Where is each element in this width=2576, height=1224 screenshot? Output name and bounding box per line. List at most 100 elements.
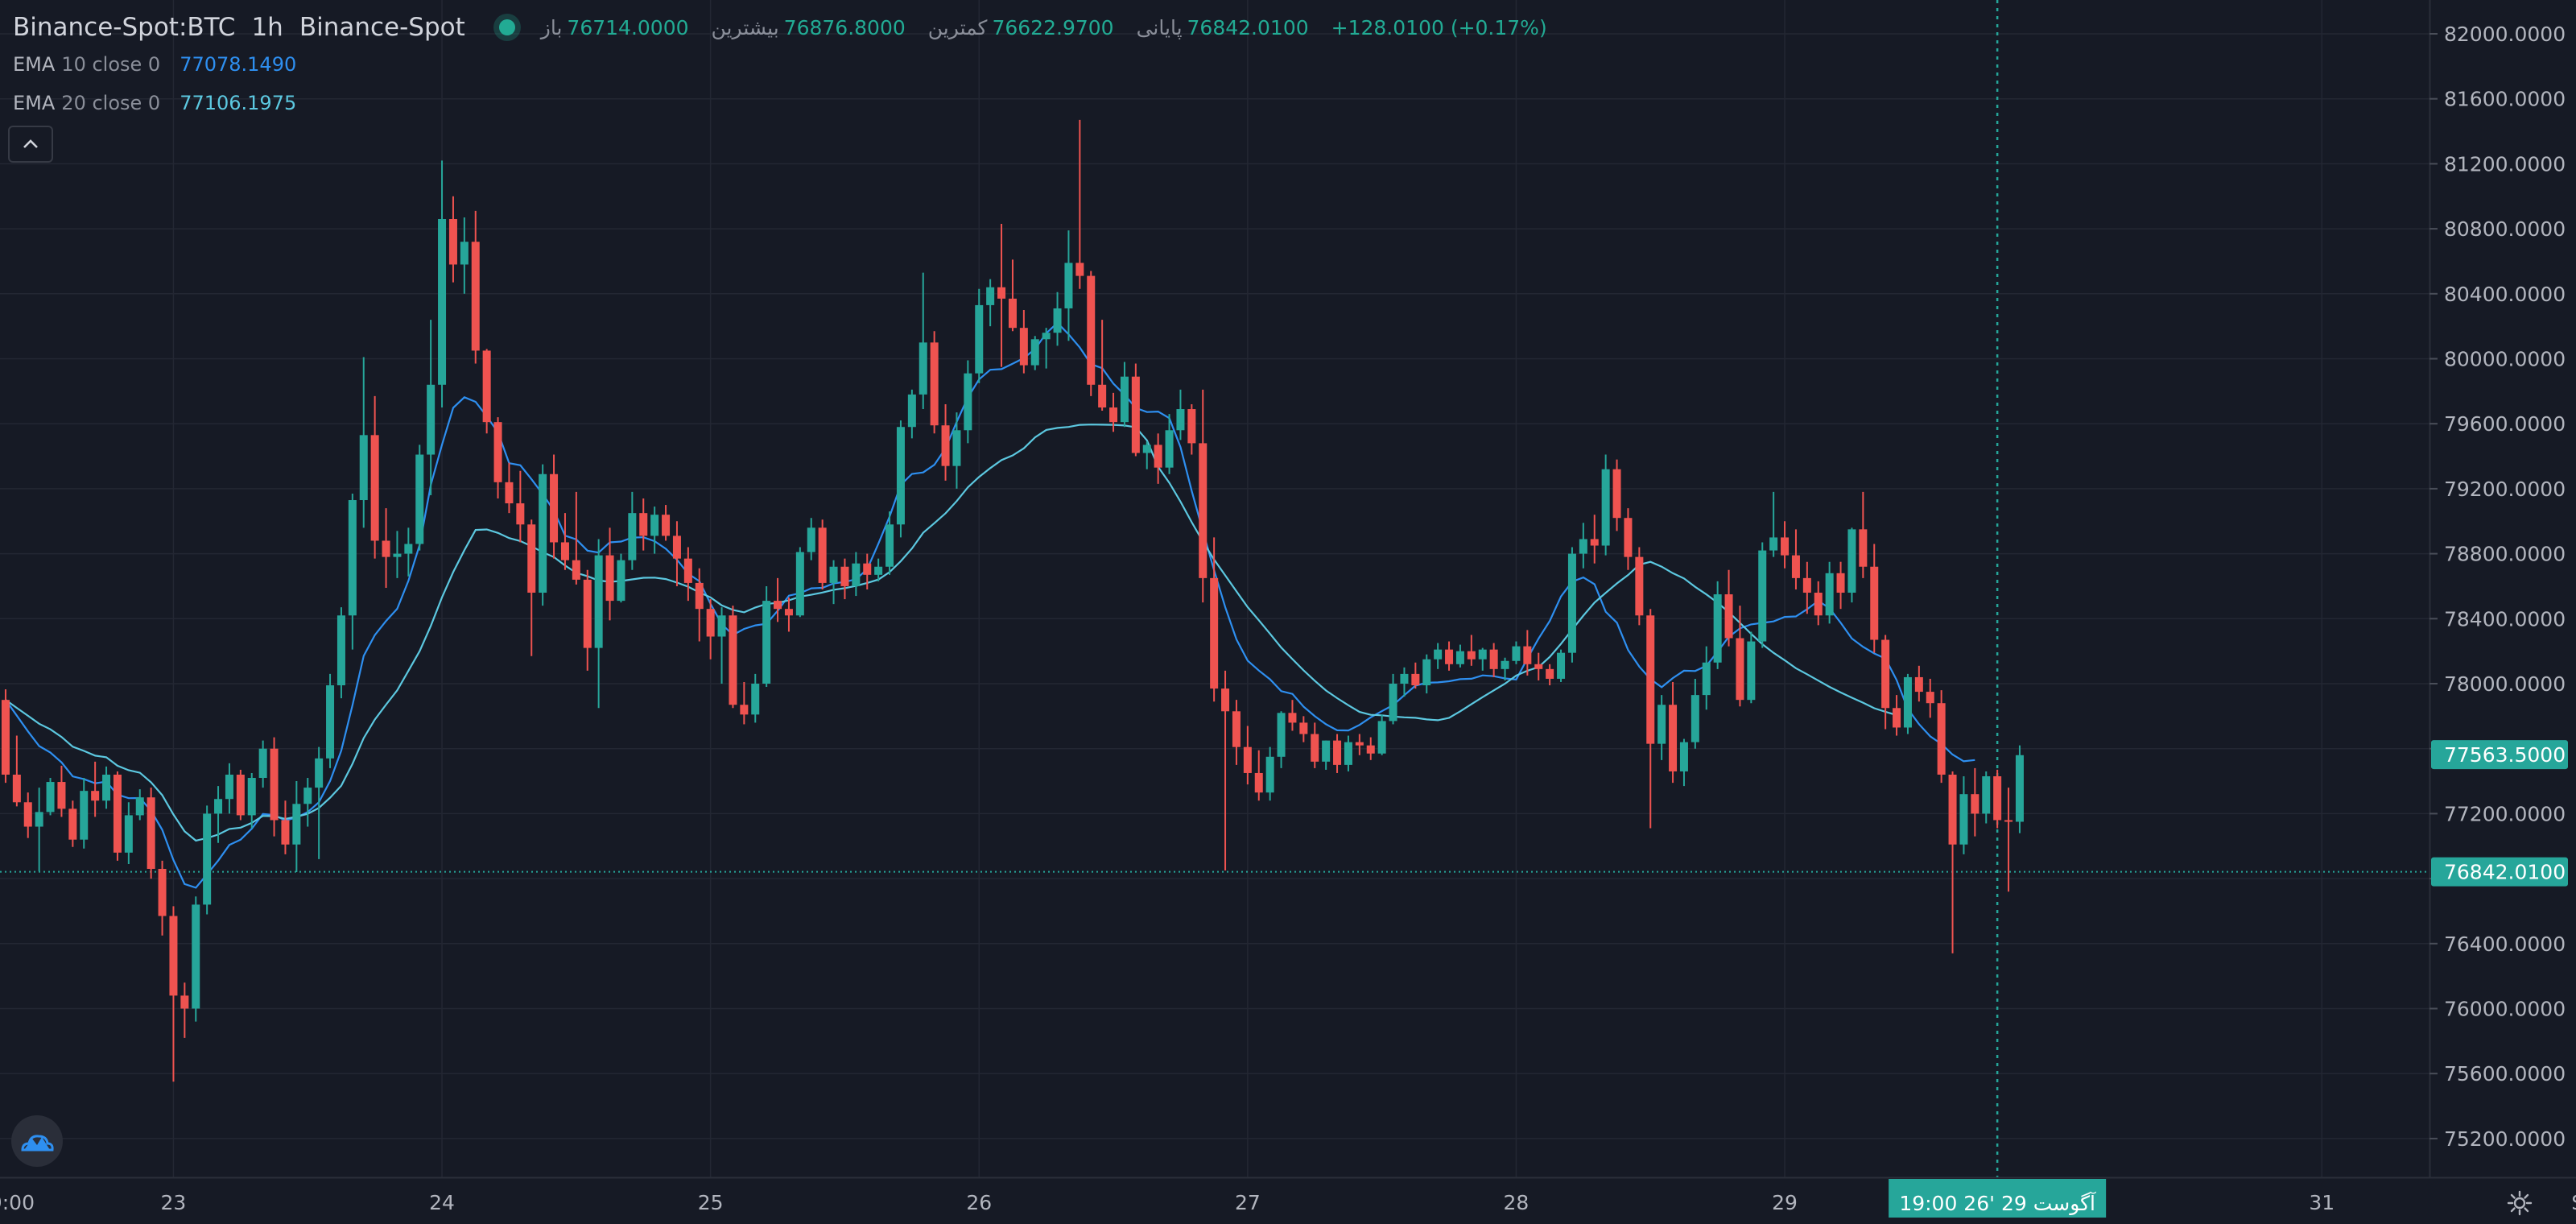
candle-body: [1165, 430, 1174, 468]
candle-body: [1781, 537, 1790, 556]
chevron-up-icon: [23, 139, 38, 148]
ema20-line: [5, 424, 1897, 842]
time-tick-label: 31: [2309, 1191, 2334, 1214]
collapse-legend-button[interactable]: [8, 126, 53, 163]
candle-body: [1959, 794, 1968, 845]
candle-body: [1455, 651, 1464, 664]
crosshair-time-label: 19:00 26' آگوست 29: [1899, 1191, 2096, 1215]
candle-body: [1445, 649, 1454, 664]
candle-body: [975, 304, 984, 374]
candle-body: [1914, 676, 1923, 693]
candle-body: [941, 425, 950, 466]
price-tick-label: 76000.0000: [2444, 998, 2566, 1021]
candle-body: [471, 242, 480, 351]
settings-button[interactable]: [2504, 1187, 2536, 1219]
time-tick-label: 23: [161, 1191, 187, 1214]
candle-body: [1624, 518, 1633, 557]
candle-body: [1713, 594, 1722, 663]
candle-body: [382, 540, 390, 557]
time-tick-label: 09:00: [0, 1191, 35, 1214]
candle-body: [448, 218, 457, 265]
high-label: بیشترین: [711, 15, 779, 39]
candle-body: [1187, 409, 1196, 444]
candle-body: [1903, 676, 1912, 728]
candle-body: [1377, 721, 1386, 754]
price-tick-label: 80800.0000: [2444, 217, 2566, 241]
time-tick-label: 26: [966, 1191, 992, 1214]
close-label: پایانی: [1136, 15, 1183, 39]
candle-body: [493, 422, 502, 482]
candle-body: [370, 435, 379, 541]
candle-body: [91, 791, 100, 801]
candle-body: [572, 560, 580, 580]
candle-body: [1635, 556, 1644, 616]
ohlc-values: باز 76714.0000 بیشترین 76876.8000 کمترین…: [541, 16, 1565, 39]
candle-body: [1277, 713, 1286, 757]
time-tick-label: 27: [1235, 1191, 1261, 1214]
candle-body: [12, 774, 21, 803]
candle-body: [1881, 639, 1890, 709]
price-tick-label: 78400.0000: [2444, 607, 2566, 631]
logo-button[interactable]: [11, 1115, 63, 1167]
candle-body: [1311, 734, 1319, 762]
price-tick-label: 80400.0000: [2444, 283, 2566, 306]
low-value: 76622.9700: [992, 15, 1114, 39]
candle-body: [169, 916, 178, 996]
candle-body: [1400, 673, 1409, 684]
candle-body: [1221, 688, 1230, 712]
candle-body: [919, 342, 927, 395]
candle-body: [1870, 566, 1879, 640]
candle-body: [1512, 646, 1521, 661]
price-tick-label: 75600.0000: [2444, 1062, 2566, 1085]
exchange-label: Binance-Spot: [299, 13, 465, 42]
candle-body: [1814, 593, 1823, 616]
candle-body: [1825, 573, 1834, 616]
candle-body: [683, 558, 692, 583]
candle-body: [1232, 711, 1241, 747]
candle-body: [1747, 641, 1756, 701]
candle-body: [964, 373, 972, 431]
candle-body: [1109, 407, 1118, 423]
indicator-label: EMA: [13, 92, 56, 114]
candle-body: [505, 482, 514, 504]
candle-body: [415, 454, 424, 544]
candle-body: [1702, 662, 1711, 696]
indicator-ema20[interactable]: EMA 20 close 0 77106.1975: [13, 87, 296, 119]
candle-body: [460, 242, 469, 265]
candle-body: [427, 384, 436, 455]
candle-body: [1064, 263, 1073, 308]
candle-body: [874, 566, 883, 575]
cloud-logo-icon: [21, 1135, 54, 1152]
indicator-ema10[interactable]: EMA 10 close 0 77078.1490: [13, 48, 296, 81]
candle-body: [1322, 740, 1331, 762]
candle-body: [751, 684, 760, 715]
candle-body: [594, 555, 603, 648]
price-tick-label: 79600.0000: [2444, 412, 2566, 436]
candle-body: [907, 394, 916, 428]
candle-body: [1344, 742, 1352, 765]
price-axis-bg: [2429, 0, 2576, 1224]
candle-body: [1434, 649, 1443, 660]
symbol-label[interactable]: Binance-Spot:BTC: [13, 13, 236, 42]
price-tag-label: 76842.0100: [2444, 861, 2566, 884]
candle-body: [1098, 384, 1107, 408]
price-tick-label: 75200.0000: [2444, 1127, 2566, 1151]
candle-body: [1176, 409, 1185, 431]
candle-body: [807, 527, 815, 552]
candle-body: [1265, 756, 1274, 793]
candle-body: [102, 774, 111, 801]
timeframe-label[interactable]: 1h: [251, 13, 283, 42]
candle-body: [1131, 376, 1140, 453]
candle-body: [247, 778, 256, 816]
candle-body: [550, 473, 559, 543]
candle-body: [258, 748, 267, 779]
candle-body: [1724, 594, 1733, 639]
candle-body: [1948, 774, 1957, 845]
candles: [1, 119, 2024, 1082]
candle-body: [560, 542, 569, 560]
candle-body: [762, 601, 771, 684]
candle-body: [147, 797, 155, 869]
candle-body: [1646, 615, 1655, 744]
